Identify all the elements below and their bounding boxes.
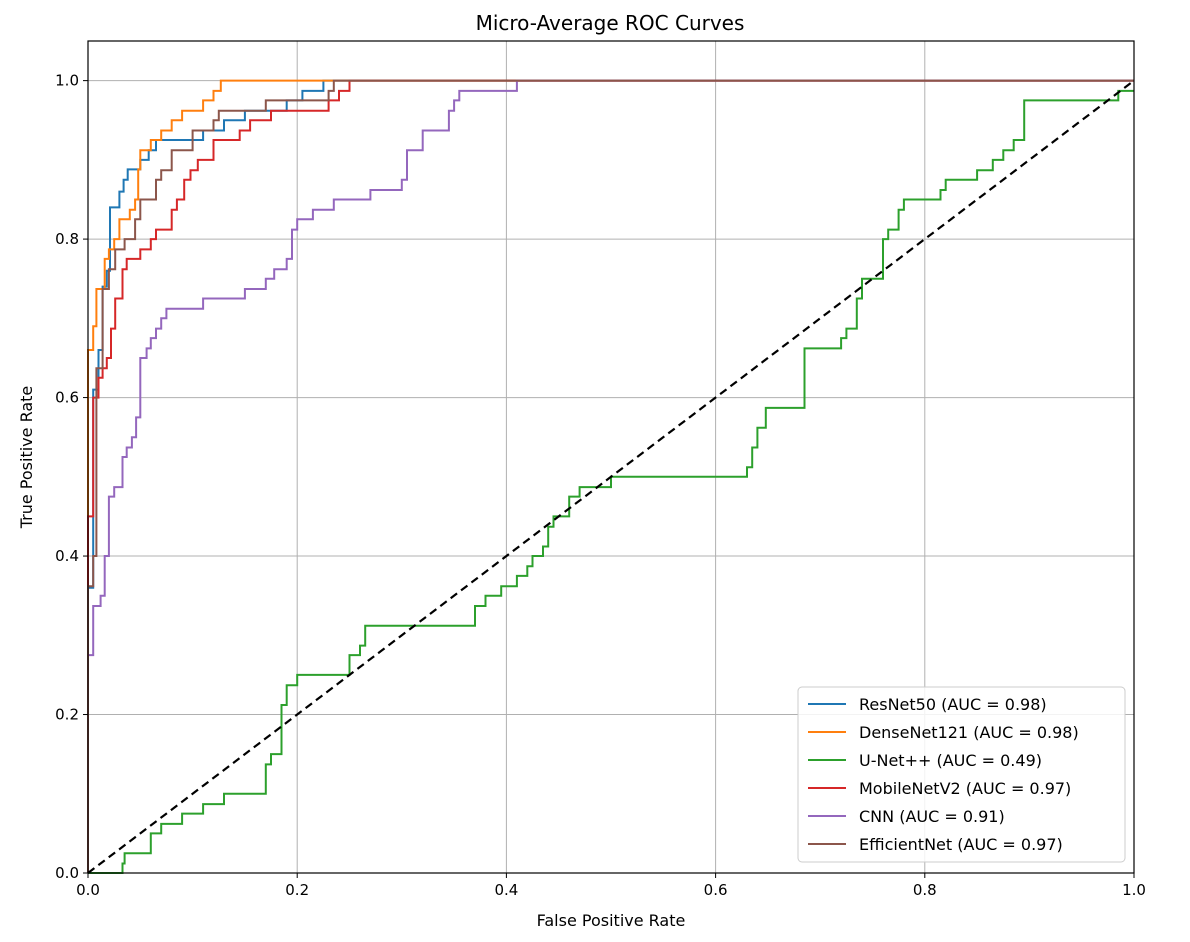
x-tick-label: 0.2 bbox=[285, 881, 309, 899]
legend-label: ResNet50 (AUC = 0.98) bbox=[859, 695, 1047, 714]
legend-label: U-Net++ (AUC = 0.49) bbox=[859, 751, 1042, 770]
series-layer bbox=[87, 79, 1134, 874]
x-tick-label: 0.4 bbox=[494, 881, 518, 899]
chance-diagonal-line bbox=[87, 79, 1135, 874]
legend-label: EfficientNet (AUC = 0.97) bbox=[859, 835, 1063, 854]
x-tick-label: 0.0 bbox=[76, 881, 100, 899]
legend: ResNet50 (AUC = 0.98) DenseNet121 (AUC = … bbox=[797, 686, 1126, 863]
x-tick-label: 0.8 bbox=[913, 881, 937, 899]
legend-label: CNN (AUC = 0.91) bbox=[859, 807, 1005, 826]
y-axis: 0.0 0.2 0.4 0.6 0.8 1.0 bbox=[55, 72, 88, 882]
y-tick-label: 0.8 bbox=[55, 230, 79, 248]
plot-frame bbox=[87, 40, 1135, 874]
legend-label: DenseNet121 (AUC = 0.98) bbox=[859, 723, 1079, 742]
y-tick-label: 0.4 bbox=[55, 547, 79, 565]
roc-curve-cnn bbox=[87, 79, 1134, 873]
roc-curve-u-net bbox=[88, 89, 1134, 874]
roc-curve-mobilenetv2 bbox=[87, 79, 1134, 873]
x-axis-label: False Positive Rate bbox=[537, 911, 686, 930]
legend-box bbox=[797, 686, 1126, 863]
chart-title: Micro-Average ROC Curves bbox=[476, 11, 745, 35]
reference-layer bbox=[87, 79, 1135, 874]
y-tick-label: 0.6 bbox=[55, 389, 79, 407]
legend-label: MobileNetV2 (AUC = 0.97) bbox=[859, 779, 1071, 798]
roc-curve-efficientnet bbox=[87, 79, 1134, 873]
y-axis-label: True Positive Rate bbox=[17, 386, 36, 530]
x-axis: 0.0 0.2 0.4 0.6 0.8 1.0 bbox=[76, 873, 1146, 899]
y-tick-label: 1.0 bbox=[55, 72, 79, 90]
x-tick-label: 0.6 bbox=[704, 881, 728, 899]
y-tick-label: 0.2 bbox=[55, 706, 79, 724]
y-tick-label: 0.0 bbox=[55, 864, 79, 882]
x-tick-label: 1.0 bbox=[1122, 881, 1146, 899]
